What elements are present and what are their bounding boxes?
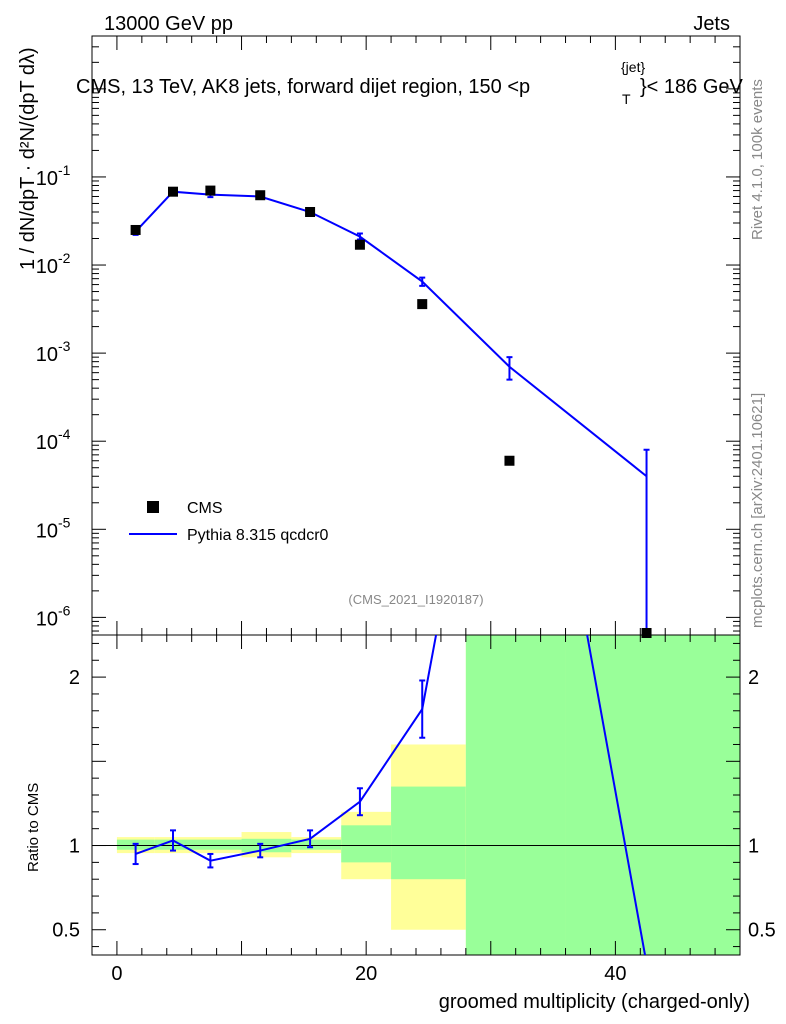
data-point-8 <box>641 628 652 638</box>
mc-ratio-line <box>135 635 647 955</box>
legend-cms-marker <box>147 501 159 513</box>
mc-main-line <box>134 190 648 478</box>
title-sup: {jet} <box>621 59 645 75</box>
legend: CMS Pythia 8.315 qcdcr0 <box>129 500 329 544</box>
title-main: CMS, 13 TeV, AK8 jets, forward dijet reg… <box>76 76 530 98</box>
data-point-1 <box>168 186 178 197</box>
band-green-4 <box>341 825 392 863</box>
y-tick-label-main-exp: -3 <box>58 338 71 354</box>
mc-ratio-series <box>132 635 647 955</box>
y-tick-label-main-exp: -1 <box>58 162 71 178</box>
y-tick-label-main-exp: -5 <box>58 514 71 530</box>
y-tick-label-main-exp: -2 <box>58 250 71 266</box>
band-green-1 <box>154 839 242 850</box>
data-point-5 <box>354 239 365 250</box>
data-point-2 <box>205 185 216 196</box>
y-tick-label-main: 10 <box>36 168 58 190</box>
y-tick-label-main: 10 <box>36 344 58 366</box>
data-point-4 <box>305 206 316 217</box>
y-tick-label-ratio-right: 1 <box>748 836 759 858</box>
y-tick-label-ratio: 0.5 <box>52 920 80 942</box>
x-tick-label: 0 <box>111 963 122 985</box>
analysis-watermark: (CMS_2021_I1920187) <box>348 592 483 607</box>
data-point-7 <box>504 455 515 466</box>
mcplots-label: mcplots.cern.ch [arXiv:2401.10621] <box>749 393 766 628</box>
legend-pythia-label: Pythia 8.315 qcdcr0 <box>187 527 329 544</box>
y-tick-label-main: 10 <box>36 520 58 542</box>
y-tick-label-main-exp: -6 <box>58 602 71 618</box>
main-y-axis-label: 1 / dN/dpT · d²N/(dpT dλ) <box>17 47 39 270</box>
y-tick-label-main: 10 <box>36 256 58 278</box>
plot-title: CMS, 13 TeV, AK8 jets, forward dijet reg… <box>76 59 744 107</box>
x-tick-label: 40 <box>604 963 626 985</box>
ratio-uncertainty-bands <box>116 635 740 955</box>
y-tick-label-ratio-right: 0.5 <box>748 920 776 942</box>
rivet-label: Rivet 4.1.0, 100k events <box>749 79 766 240</box>
y-tick-label-main-exp: -4 <box>58 426 71 442</box>
x-tick-label: 20 <box>355 963 377 985</box>
y-tick-label-ratio-right: 2 <box>748 667 759 689</box>
main-frame <box>91 35 741 636</box>
data-point-6 <box>417 299 428 310</box>
ratio-y-axis-label: Ratio to CMS <box>25 783 42 872</box>
legend-cms-label: CMS <box>187 500 223 517</box>
mc-ratio-clipped <box>132 635 647 955</box>
main-y-label-text: 1 / dN/dpT · d²N/(dpT dλ) <box>17 47 39 270</box>
header-right: Jets <box>693 13 730 35</box>
y-tick-label-ratio: 1 <box>69 836 80 858</box>
y-tick-label-main: 10 <box>36 608 58 630</box>
data-main-series <box>130 185 652 638</box>
band-green-7 <box>565 635 740 955</box>
mc-main-series <box>132 188 650 635</box>
y-tick-label-main: 10 <box>36 432 58 454</box>
data-point-3 <box>255 190 266 201</box>
y-tick-label-ratio: 2 <box>69 667 80 689</box>
band-green-6 <box>465 635 566 955</box>
band-green-5 <box>391 786 466 880</box>
title-tail: }< 186 GeV <box>640 76 744 98</box>
title-sub: T <box>622 91 631 107</box>
header-left: 13000 GeV pp <box>104 13 233 35</box>
x-axis-label: groomed multiplicity (charged-only) <box>439 991 750 1013</box>
band-green-3 <box>291 839 342 850</box>
data-point-0 <box>130 224 141 235</box>
